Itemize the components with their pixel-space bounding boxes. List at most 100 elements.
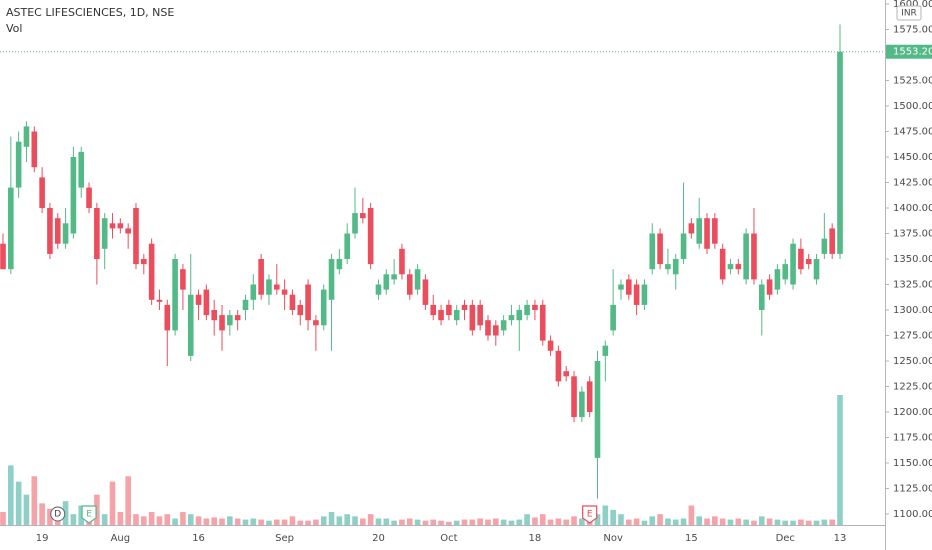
volume-bar bbox=[148, 512, 155, 525]
candle-body bbox=[336, 259, 343, 270]
candle-body bbox=[837, 51, 843, 254]
volume-bar bbox=[336, 516, 343, 525]
candle-body bbox=[469, 304, 476, 331]
candle-body bbox=[727, 264, 734, 270]
volume-bar bbox=[446, 521, 452, 525]
candle-body bbox=[125, 228, 131, 234]
candle-body bbox=[508, 315, 515, 321]
candle-body bbox=[641, 284, 648, 305]
volume-bar bbox=[391, 520, 397, 525]
candle-body bbox=[187, 294, 194, 356]
volume-bar bbox=[156, 516, 163, 525]
event-label: D bbox=[54, 510, 61, 520]
y-tick-label: 1575.00 bbox=[893, 25, 932, 36]
candle-body bbox=[250, 284, 257, 300]
candle-body bbox=[602, 345, 609, 356]
volume-bar bbox=[0, 512, 6, 525]
candle-body bbox=[234, 315, 241, 321]
volume-bar bbox=[360, 518, 366, 525]
volume-bar bbox=[758, 516, 765, 525]
volume-bar bbox=[798, 519, 804, 525]
candle-body bbox=[798, 248, 804, 270]
volume-bar bbox=[704, 518, 710, 525]
candle-body bbox=[94, 208, 100, 259]
volume-bar bbox=[563, 519, 570, 525]
volume-bar bbox=[266, 520, 272, 525]
y-tick-label: 1400.00 bbox=[893, 203, 932, 214]
volume-bar bbox=[250, 518, 257, 525]
candle-body bbox=[360, 213, 366, 219]
volume-bar bbox=[305, 520, 311, 525]
candle-body bbox=[704, 218, 710, 249]
volume-bar bbox=[524, 514, 530, 525]
candle-body bbox=[688, 223, 695, 234]
y-tick-label: 1525.00 bbox=[893, 76, 932, 87]
x-tick-label: 13 bbox=[834, 533, 847, 544]
y-tick-label: 1100.00 bbox=[893, 509, 932, 520]
candle-body bbox=[586, 381, 593, 412]
candle-body bbox=[391, 274, 397, 280]
candle-body bbox=[547, 340, 554, 351]
last-price-label: 1553.20 bbox=[893, 47, 932, 58]
volume-bar bbox=[367, 514, 374, 525]
candle-body bbox=[273, 284, 280, 290]
event-label: E bbox=[86, 510, 92, 520]
volume-bar bbox=[649, 516, 656, 525]
candle-body bbox=[0, 243, 6, 270]
volume-bar bbox=[62, 501, 69, 525]
candle-body bbox=[156, 299, 163, 302]
candle-body bbox=[133, 208, 139, 265]
y-tick-label: 1475.00 bbox=[893, 127, 932, 138]
volume-bar bbox=[234, 518, 241, 525]
candle-body bbox=[8, 187, 14, 270]
candle-body bbox=[657, 233, 663, 265]
candle-body bbox=[47, 208, 53, 254]
volume-bar bbox=[625, 519, 632, 525]
volume-bar bbox=[469, 519, 476, 525]
candle-body bbox=[633, 284, 640, 305]
volume-bar bbox=[281, 519, 288, 525]
candle-body bbox=[696, 218, 702, 244]
volume-bar bbox=[477, 518, 483, 525]
candle-body bbox=[289, 294, 296, 310]
candle-body bbox=[101, 218, 108, 249]
volume-bar bbox=[774, 519, 781, 525]
volume-bar bbox=[532, 517, 538, 525]
volume-bar bbox=[141, 516, 147, 525]
candle-body bbox=[15, 141, 22, 188]
candle-body bbox=[485, 320, 491, 336]
volume-bar bbox=[31, 476, 38, 525]
volume-bar bbox=[352, 516, 358, 525]
candle-body bbox=[766, 279, 773, 295]
volume-bar bbox=[547, 519, 554, 525]
volume-bar bbox=[133, 514, 139, 525]
volume-bar bbox=[172, 518, 178, 525]
candle-body bbox=[352, 213, 358, 234]
candle-body bbox=[414, 269, 421, 290]
y-tick-label: 1600.00 bbox=[893, 0, 932, 10]
candle-body bbox=[821, 238, 828, 254]
candle-body bbox=[54, 218, 61, 244]
volume-bar bbox=[618, 514, 624, 525]
x-tick-label: 15 bbox=[685, 533, 698, 544]
candle-body bbox=[219, 315, 225, 331]
candle-body bbox=[195, 294, 202, 305]
event-marker bbox=[582, 505, 598, 524]
x-tick-label: 18 bbox=[529, 533, 542, 544]
candle-body bbox=[610, 304, 616, 331]
volume-bar bbox=[493, 518, 499, 525]
volume-bar bbox=[696, 516, 702, 525]
volume-bar bbox=[78, 505, 85, 525]
candle-body bbox=[383, 274, 390, 290]
candle-body bbox=[313, 320, 319, 326]
x-tick-label: Dec bbox=[776, 533, 795, 544]
candle-body bbox=[805, 259, 812, 265]
volume-bar bbox=[837, 395, 843, 525]
volume-bar bbox=[430, 519, 437, 525]
volume-bar bbox=[297, 520, 304, 525]
volume-bar bbox=[23, 494, 30, 525]
candle-body bbox=[86, 187, 92, 208]
candle-body bbox=[743, 233, 749, 280]
volume-bar bbox=[211, 517, 218, 525]
y-tick-label: 1275.00 bbox=[893, 331, 932, 342]
